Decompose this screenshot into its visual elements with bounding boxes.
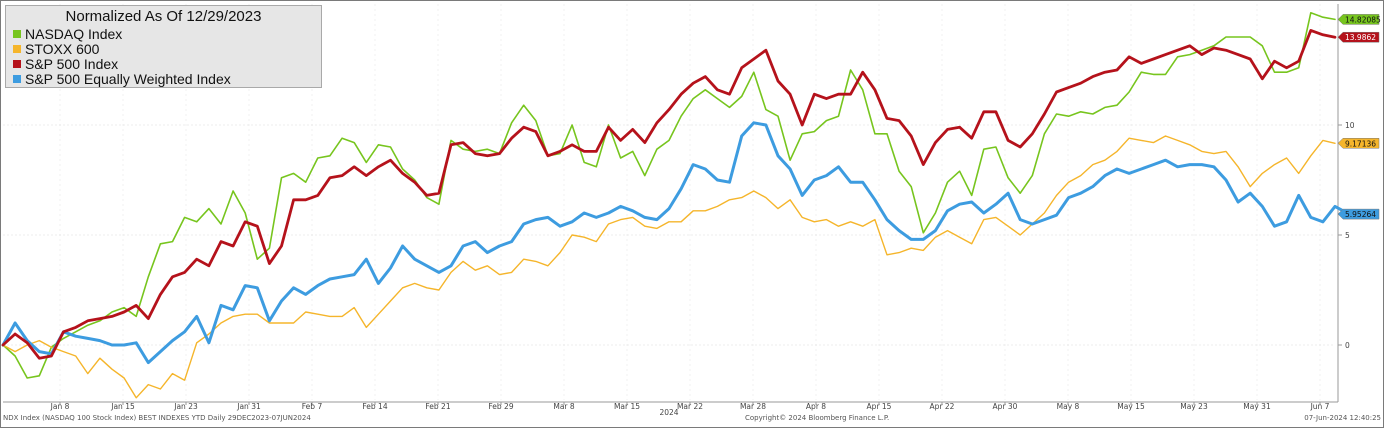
x-tick-label: Apr 30 xyxy=(993,402,1018,411)
x-tick-label: Apr 15 xyxy=(867,402,892,411)
footer-timestamp: 07-Jun-2024 12:40:25 xyxy=(1304,414,1381,422)
y-tick-label: 0 xyxy=(1345,341,1350,350)
x-tick-label: May 23 xyxy=(1180,402,1208,411)
x-tick-label: May 31 xyxy=(1243,402,1271,411)
x-tick-label: May 8 xyxy=(1057,402,1080,411)
legend-swatch-nasdaq xyxy=(13,30,21,38)
tag-label: 13.9862 xyxy=(1345,33,1376,42)
tag-box xyxy=(1337,208,1380,220)
x-tick-label: Feb 21 xyxy=(425,402,450,411)
legend-item-stoxx: STOXX 600 xyxy=(13,42,99,57)
x-tick-label: Feb 29 xyxy=(488,402,513,411)
legend-label-stoxx: STOXX 600 xyxy=(25,41,100,57)
footer-description: NDX Index (NASDAQ 100 Stock Index) BEST … xyxy=(3,414,311,422)
x-tick-label: May 15 xyxy=(1117,402,1145,411)
chart-axes: 0 5 10 Jan 8 Jan 15 Jan 23 Jan 31 Feb 7 Feb 14 Fe… xyxy=(3,4,1355,417)
x-tick-label: Mar 28 xyxy=(740,402,766,411)
chart-series xyxy=(1,12,1361,399)
legend-label-sp500: S&P 500 Index xyxy=(25,56,119,72)
x-tick-label: Feb 14 xyxy=(362,402,387,411)
legend-item-nasdaq: NASDAQ Index xyxy=(13,27,122,42)
x-tick-label: Apr 8 xyxy=(806,402,826,411)
x-tick-label: Mar 22 xyxy=(677,402,703,411)
legend-swatch-stoxx xyxy=(13,45,21,53)
series-line-1 xyxy=(2,135,1336,399)
x-tick-label: Jan 15 xyxy=(110,402,135,411)
x-tick-label: Jan 31 xyxy=(236,402,261,411)
series-line-3 xyxy=(1,121,1361,365)
series-line-0 xyxy=(2,12,1336,379)
legend-item-sp500-equal: S&P 500 Equally Weighted Index xyxy=(13,72,231,87)
x-tick-label: Jan 23 xyxy=(173,402,198,411)
last-value-tag-1: 9.17136 xyxy=(1337,138,1380,149)
x-tick-label: Jan 8 xyxy=(50,402,70,411)
chart-legend: Normalized As Of 12/29/2023 NASDAQ Index… xyxy=(5,5,322,88)
last-value-tags: 14.82085 9.17136 13.9862 5.95264 xyxy=(1337,14,1381,220)
legend-item-sp500: S&P 500 Index xyxy=(13,57,118,72)
legend-label-sp500-equal: S&P 500 Equally Weighted Index xyxy=(25,71,231,87)
x-tick-label: Mar 15 xyxy=(614,402,640,411)
tag-label: 5.95264 xyxy=(1345,210,1376,219)
last-value-tag-0: 14.82085 xyxy=(1337,14,1381,25)
tag-box xyxy=(1337,138,1380,149)
tag-box xyxy=(1337,14,1380,25)
last-value-tag-2: 13.9862 xyxy=(1337,31,1380,43)
x-year-label: 2024 xyxy=(659,408,678,417)
chart-footer: NDX Index (NASDAQ 100 Stock Index) BEST … xyxy=(3,414,1381,426)
legend-label-nasdaq: NASDAQ Index xyxy=(25,26,123,42)
last-value-tag-3: 5.95264 xyxy=(1337,208,1380,220)
legend-swatch-sp500 xyxy=(13,60,21,68)
legend-swatch-sp500-equal xyxy=(13,75,21,83)
x-tick-label: Mar 8 xyxy=(553,402,575,411)
x-tick-label: Jun 7 xyxy=(1310,402,1330,411)
chart-title: Normalized As Of 12/29/2023 xyxy=(65,8,262,25)
x-tick-label: Apr 22 xyxy=(930,402,955,411)
series-line-2 xyxy=(1,28,1337,360)
tag-box xyxy=(1337,31,1380,43)
y-tick-label: 5 xyxy=(1345,231,1350,240)
footer-copyright: Copyright© 2024 Bloomberg Finance L.P. xyxy=(745,414,890,422)
x-tick-label: Feb 7 xyxy=(302,402,323,411)
tag-label: 14.82085 xyxy=(1345,15,1381,24)
tag-label: 9.17136 xyxy=(1345,139,1376,148)
y-tick-label: 10 xyxy=(1345,121,1355,130)
